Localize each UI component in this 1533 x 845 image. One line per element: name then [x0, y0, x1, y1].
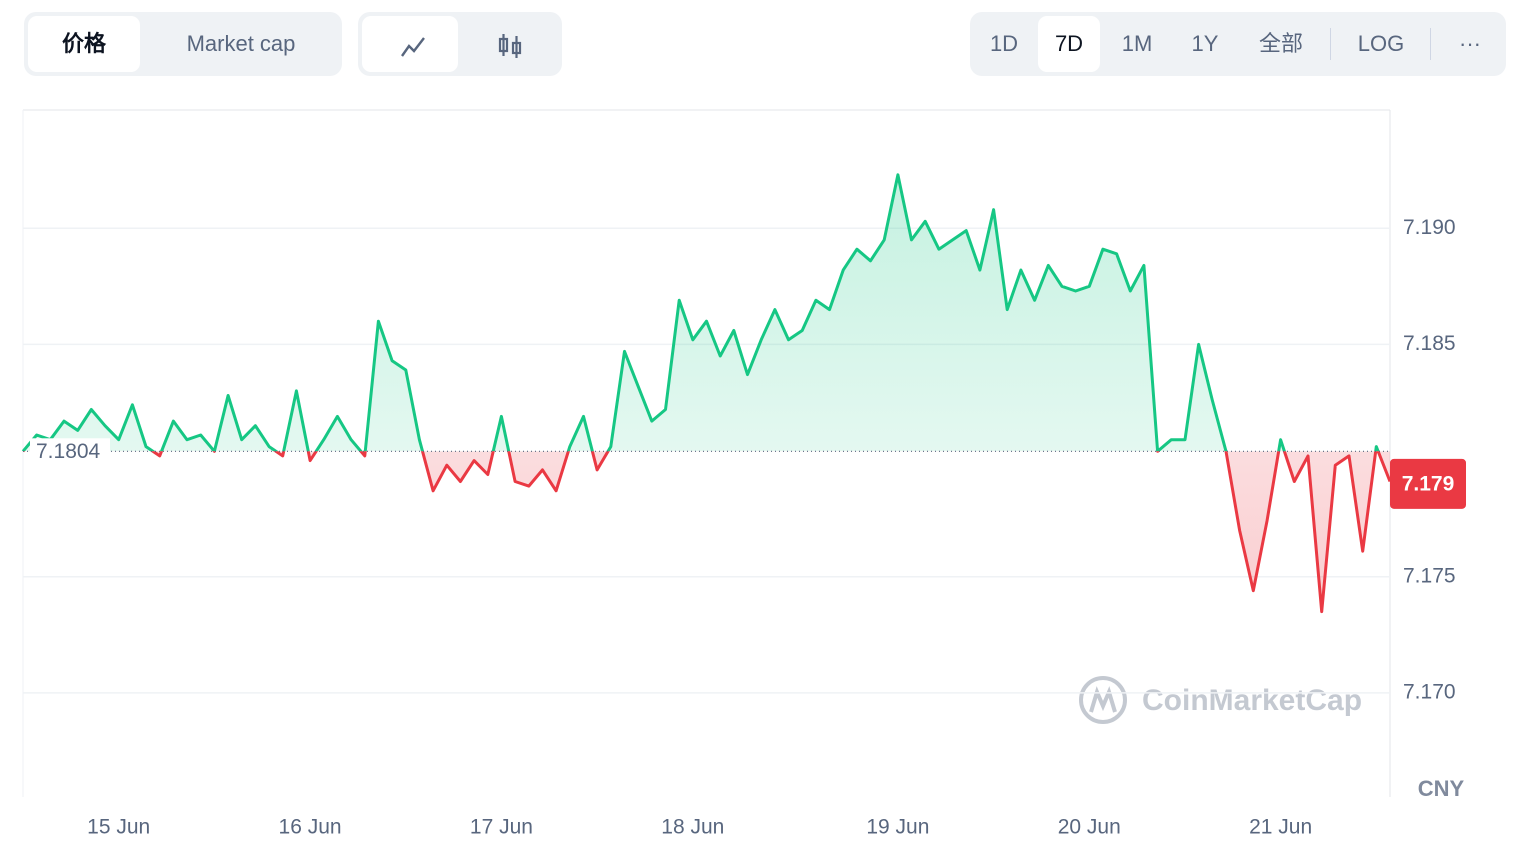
watermark: CoinMarketCap: [1079, 676, 1362, 724]
x-tick-label: 17 Jun: [470, 816, 533, 839]
y-tick-label: 7.170: [1403, 680, 1456, 703]
x-tick-label: 19 Jun: [866, 816, 929, 839]
y-tick-label: 7.190: [1403, 216, 1456, 239]
range-button[interactable]: 全部: [1258, 31, 1303, 56]
x-tick-label: 20 Jun: [1058, 816, 1121, 839]
line-down: [22, 451, 1392, 614]
line-up: [21, 173, 1380, 452]
price-tag: [1390, 458, 1466, 509]
x-tick-label: 21 Jun: [1249, 816, 1312, 839]
tab-group: 价格 Market cap: [24, 12, 342, 76]
separator: [1430, 28, 1431, 60]
currency-label: CNY: [1418, 776, 1465, 801]
price-tag-label: 7.179: [1402, 472, 1455, 495]
y-tick-label: 7.175: [1403, 564, 1456, 587]
range-button[interactable]: 1Y: [1191, 31, 1219, 56]
x-tick-label: 18 Jun: [661, 816, 724, 839]
watermark-text: CoinMarketCap: [1142, 684, 1362, 717]
line-chart-button[interactable]: [362, 16, 458, 72]
baseline-label: 7.1804: [36, 440, 101, 463]
chart-type-group: [358, 12, 562, 76]
area-up: [23, 174, 1379, 452]
range-button[interactable]: 1M: [1121, 31, 1153, 56]
tab[interactable]: Market cap: [186, 31, 296, 56]
area-down: [23, 451, 1390, 612]
x-tick-label: 15 Jun: [87, 816, 150, 839]
log-button[interactable]: LOG: [1357, 31, 1405, 56]
tab[interactable]: 价格: [28, 16, 140, 72]
icon: [401, 37, 425, 57]
separator: [1330, 28, 1331, 60]
range-button[interactable]: 7D: [1038, 16, 1100, 72]
y-tick-label: 7.185: [1403, 332, 1456, 355]
icon: [498, 34, 522, 58]
range-group: 1D 7D 1M 1Y 全部 LOG ···: [970, 12, 1506, 76]
baseline-label-bg: [30, 438, 110, 465]
range-button[interactable]: 1D: [989, 31, 1019, 56]
x-tick-label: 16 Jun: [279, 816, 342, 839]
candle-chart-button[interactable]: [462, 16, 558, 72]
more-button[interactable]: ···: [1459, 31, 1481, 56]
